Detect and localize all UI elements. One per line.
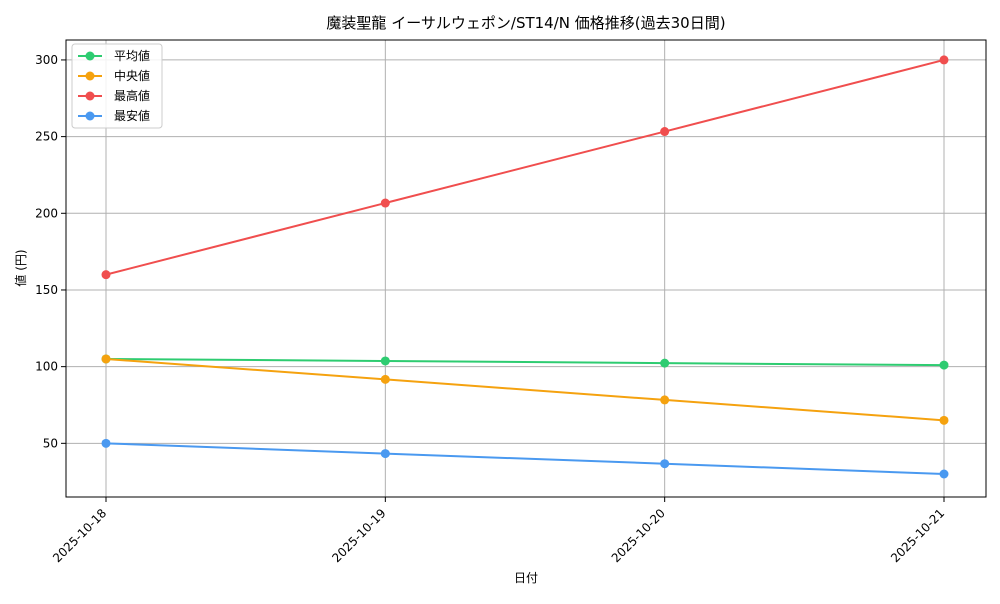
y-tick-label: 200 [35, 206, 58, 220]
legend-entry: 最安値 [78, 108, 150, 123]
legend-label: 最安値 [114, 108, 150, 123]
data-point [380, 449, 390, 459]
data-point [939, 469, 949, 479]
series-2 [101, 55, 949, 280]
x-axis-label: 日付 [514, 571, 538, 585]
series-line [105, 357, 945, 367]
legend-entry: 中央値 [78, 68, 150, 83]
legend-frame [71, 43, 163, 129]
legend-swatch-marker [85, 71, 95, 81]
data-point [660, 358, 670, 368]
legend-entry: 平均値 [78, 48, 150, 63]
data-point [660, 459, 670, 469]
series-layer [101, 55, 949, 479]
series-line [105, 58, 945, 276]
data-point [939, 360, 949, 370]
data-point [101, 270, 111, 280]
legend-label: 最高値 [114, 88, 150, 103]
series-1 [101, 354, 949, 425]
legend-swatch-marker [85, 51, 95, 61]
y-tick-label: 150 [35, 283, 58, 297]
y-axis: 50 100 150 200 250 300 [35, 53, 66, 450]
data-point [380, 356, 390, 366]
data-point [101, 354, 111, 364]
y-tick-label: 100 [35, 360, 58, 374]
series-line [105, 357, 945, 422]
data-point [660, 395, 670, 405]
y-tick-label: 250 [35, 130, 58, 144]
series-3 [101, 438, 949, 479]
legend-label: 平均値 [114, 48, 150, 63]
series-line [105, 442, 945, 475]
data-point [101, 438, 111, 448]
legend-label: 中央値 [114, 68, 150, 83]
plot-area-frame [65, 39, 987, 498]
grid-layer [66, 40, 986, 497]
legend-swatch-marker [85, 91, 95, 101]
data-point [660, 127, 670, 137]
y-tick-label: 50 [43, 436, 58, 450]
data-point [939, 55, 949, 65]
y-axis-label: 値 (円) [13, 249, 28, 286]
data-point [939, 415, 949, 425]
y-tick-label: 300 [35, 53, 58, 67]
data-point [380, 374, 390, 384]
legend-entry: 最高値 [78, 88, 150, 103]
data-point [380, 198, 390, 208]
legend-swatch-marker [85, 111, 95, 121]
chart-title: 魔装聖龍 イーサルウェポン/ST14/N 価格推移(過去30日間) [326, 14, 725, 32]
